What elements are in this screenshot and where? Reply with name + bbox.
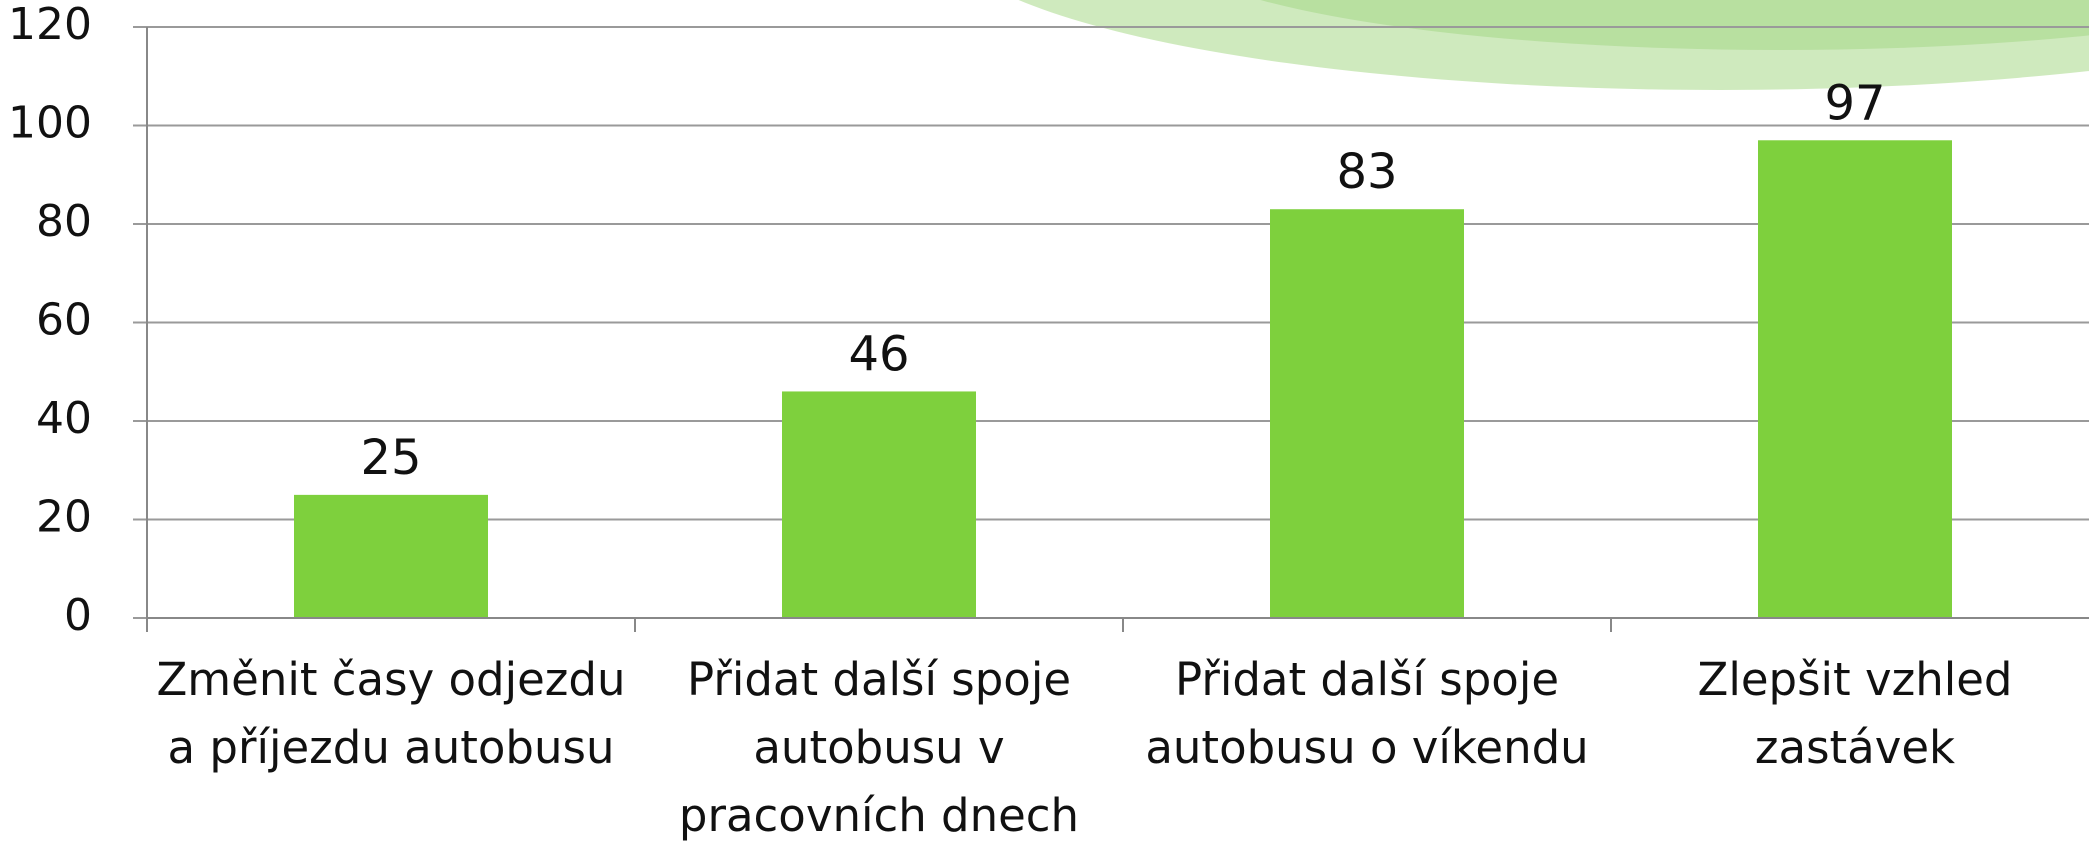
bar bbox=[294, 494, 488, 618]
y-tick-label: 120 bbox=[8, 0, 92, 50]
y-tick-label: 60 bbox=[36, 295, 92, 346]
x-tick-label: Přidat další spoje autobusu o víkendu bbox=[1145, 653, 1589, 774]
y-tick-label: 100 bbox=[8, 98, 92, 149]
bar bbox=[782, 391, 976, 618]
bar bbox=[1270, 209, 1464, 618]
decoration bbox=[1260, 0, 2089, 50]
data-label: 97 bbox=[1824, 75, 1885, 131]
y-tick-label: 0 bbox=[64, 590, 92, 641]
y-tick-label: 80 bbox=[36, 196, 92, 247]
data-label: 25 bbox=[360, 430, 421, 486]
y-tick-label: 40 bbox=[36, 393, 92, 444]
x-tick-label: Přidat další spoje autobusu v pracovních… bbox=[678, 653, 1080, 842]
x-tick-label: Změnit časy odjezdu a příjezdu autobusu bbox=[156, 653, 626, 774]
x-tick-label: Zlepšit vzhled zastávek bbox=[1697, 653, 2013, 774]
bar bbox=[1758, 140, 1952, 618]
data-label: 46 bbox=[848, 326, 909, 382]
data-label: 83 bbox=[1336, 144, 1397, 200]
y-tick-label: 20 bbox=[36, 492, 92, 543]
